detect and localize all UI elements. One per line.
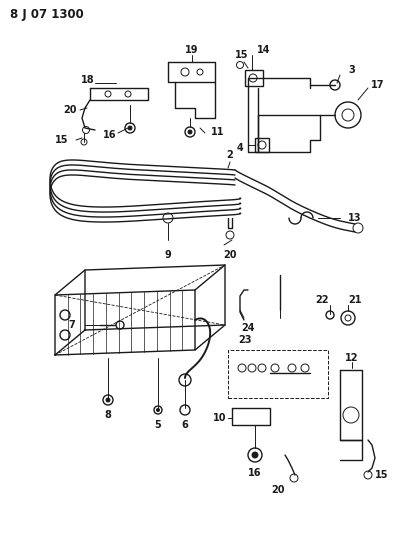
Circle shape [364,471,372,479]
Circle shape [154,406,162,414]
Circle shape [238,364,246,372]
Circle shape [103,395,113,405]
Circle shape [248,364,256,372]
Text: 21: 21 [348,295,362,305]
Circle shape [179,374,191,386]
Text: 20: 20 [271,485,285,495]
Circle shape [330,80,340,90]
Text: 22: 22 [315,295,329,305]
Circle shape [252,452,258,458]
Circle shape [163,213,173,223]
Circle shape [342,109,354,121]
Text: 20: 20 [63,105,77,115]
Circle shape [128,126,132,130]
Circle shape [236,61,243,69]
Circle shape [156,408,160,411]
Circle shape [249,74,257,82]
Circle shape [343,407,359,423]
Circle shape [60,310,70,320]
Circle shape [271,364,279,372]
Text: 8 J 07 1300: 8 J 07 1300 [10,8,84,21]
Text: 6: 6 [182,420,188,430]
Text: 2: 2 [227,150,233,160]
Circle shape [258,364,266,372]
Text: 5: 5 [154,420,162,430]
Circle shape [60,330,70,340]
Circle shape [125,91,131,97]
Text: 3: 3 [349,65,355,75]
Bar [255,138,269,152]
Text: 24: 24 [241,323,255,333]
Circle shape [180,405,190,415]
Bar [228,350,328,398]
Text: 7: 7 [69,320,75,330]
Circle shape [345,315,351,321]
Text: 17: 17 [371,80,385,90]
Circle shape [226,231,234,239]
Circle shape [188,130,192,134]
Circle shape [185,127,195,137]
Circle shape [335,102,361,128]
Circle shape [116,321,124,329]
Text: 23: 23 [238,335,252,345]
Circle shape [125,123,135,133]
Text: 18: 18 [81,75,95,85]
Circle shape [197,69,203,75]
Circle shape [288,364,296,372]
Circle shape [353,223,363,233]
Text: 11: 11 [211,127,225,137]
Text: 16: 16 [248,468,262,478]
Text: 14: 14 [257,45,271,55]
Text: 10: 10 [213,413,227,423]
Circle shape [341,311,355,325]
Circle shape [106,398,110,402]
Text: 15: 15 [55,135,69,145]
Text: 19: 19 [185,45,199,55]
Text: 15: 15 [375,470,389,480]
Circle shape [82,126,89,133]
Text: 20: 20 [223,250,237,260]
Circle shape [290,474,298,482]
Text: 9: 9 [165,250,171,260]
Text: 12: 12 [345,353,359,363]
Text: 8: 8 [104,410,112,420]
Circle shape [326,311,334,319]
Circle shape [258,141,266,149]
Circle shape [181,68,189,76]
Text: 15: 15 [235,50,249,60]
Bar [245,70,263,86]
Circle shape [105,91,111,97]
Text: 4: 4 [237,143,243,153]
Text: 16: 16 [103,130,117,140]
Circle shape [81,139,87,145]
Circle shape [248,448,262,462]
Circle shape [301,364,309,372]
Text: 13: 13 [348,213,362,223]
